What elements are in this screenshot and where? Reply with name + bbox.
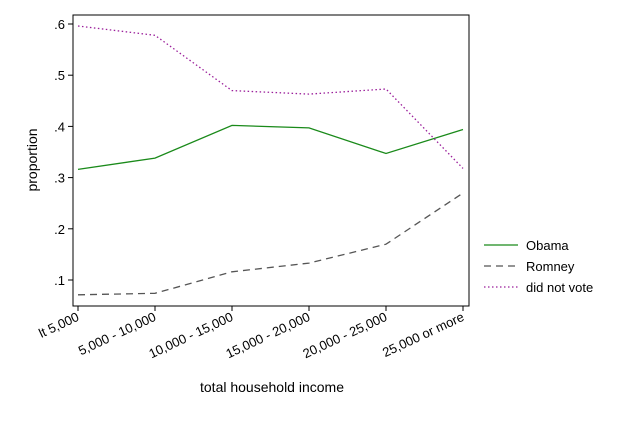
y-tick-label: .2 (54, 222, 65, 237)
series-layer (77, 25, 464, 296)
series-line-obama (77, 124, 464, 171)
x-axis-title: total household income (200, 379, 344, 395)
x-tick-label: 5,000 - 10,000 (76, 309, 158, 358)
y-axis-title: proportion (24, 128, 40, 191)
plot-frame (72, 14, 470, 307)
legend-label: Romney (526, 259, 575, 274)
y-tick-label: .5 (54, 68, 65, 83)
x-tick-label: 10,000 - 15,000 (146, 309, 235, 361)
y-tick-label: .6 (54, 17, 65, 32)
y-tick-label: .3 (54, 171, 65, 186)
legend-label: did not vote (526, 280, 593, 295)
y-tick-label: .1 (54, 273, 65, 288)
series-line-romney (77, 192, 464, 296)
y-axis: .1 .2 .3 .4 .5 .6 (54, 17, 73, 288)
x-tick-label: 15,000 - 20,000 (223, 309, 312, 361)
legend-label: Obama (526, 238, 569, 253)
x-tick-label: lt 5,000 (36, 309, 81, 341)
x-tick-label: 20,000 - 25,000 (300, 309, 389, 361)
y-tick-label: .4 (54, 119, 65, 134)
x-tick-label: 25,000 or more (380, 309, 466, 360)
legend: Obama Romney did not vote (484, 238, 593, 295)
series-line-did-not-vote (77, 25, 464, 169)
